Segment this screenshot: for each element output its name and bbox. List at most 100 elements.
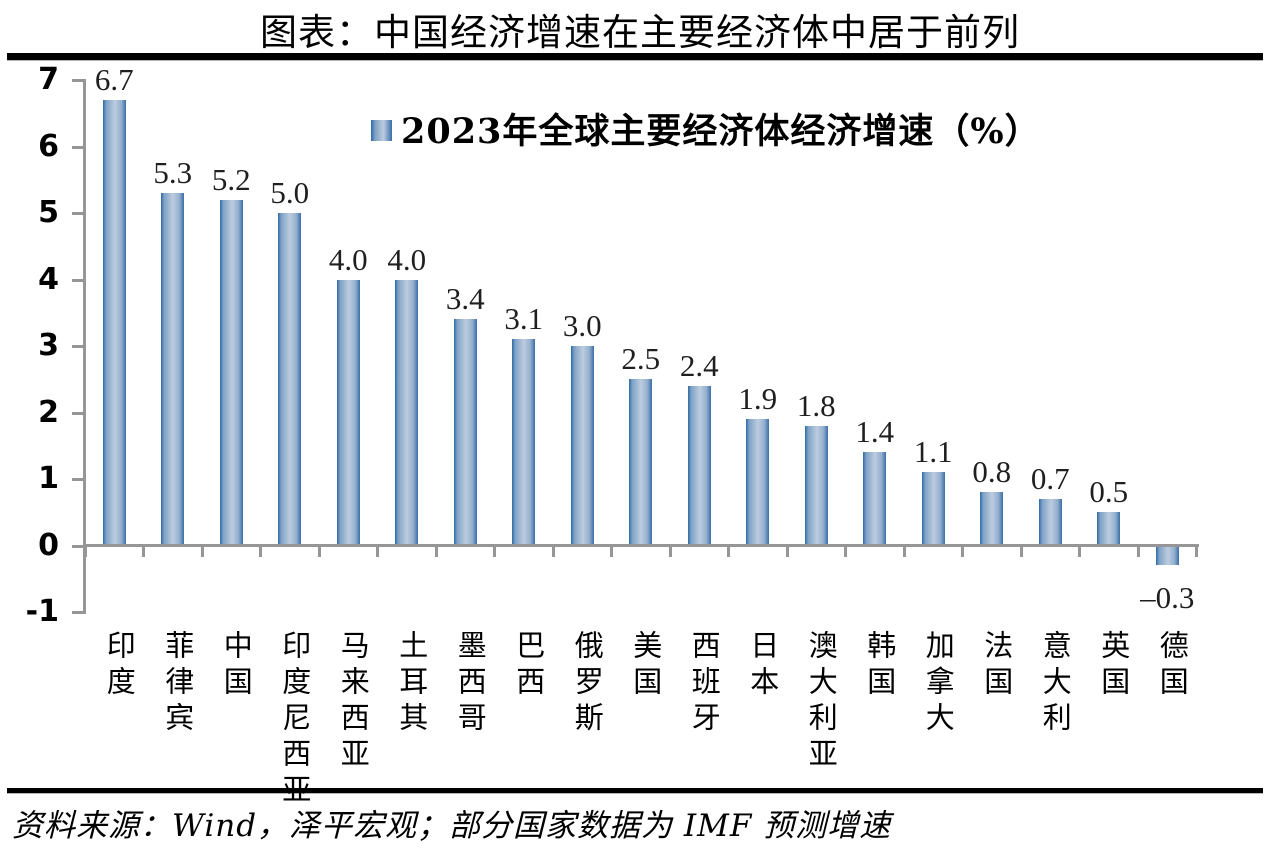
bar <box>629 379 653 546</box>
y-axis-line <box>83 79 86 614</box>
x-axis-tick <box>961 545 964 557</box>
x-axis-tick <box>1195 545 1198 557</box>
y-axis-tick <box>72 79 84 82</box>
bar-value-label: 2.4 <box>679 347 719 383</box>
bottom-divider-rule <box>7 788 1263 793</box>
y-axis-tick-label: 2 <box>38 394 59 430</box>
y-axis-tick-label: 6 <box>38 128 59 164</box>
bar-value-label: 4.0 <box>328 241 368 277</box>
category-label: 德国 <box>1155 630 1190 702</box>
y-axis-tick-label: 3 <box>38 328 59 363</box>
x-axis-tick <box>259 545 262 557</box>
x-axis-tick <box>83 545 87 557</box>
bar-value-label: 1.1 <box>913 434 953 470</box>
bar <box>219 199 243 546</box>
category-label: 西班牙 <box>687 630 722 738</box>
bar-value-label: 5.2 <box>211 161 251 197</box>
x-axis-tick <box>1078 545 1081 557</box>
bar-value-label: 2.5 <box>621 341 661 377</box>
x-axis-tick <box>200 545 204 557</box>
x-axis-tick <box>844 545 847 557</box>
y-axis-tick-label: 7 <box>38 62 59 97</box>
y-axis-tick-label: 5 <box>38 195 59 230</box>
bar-value-label: 0.8 <box>972 454 1012 490</box>
bar-value-label: –0.3 <box>1140 580 1195 616</box>
bar <box>278 213 302 546</box>
bar <box>395 279 419 546</box>
bar <box>863 452 887 546</box>
x-axis-tick <box>551 545 555 557</box>
x-axis-tick <box>142 545 145 557</box>
bar-value-label: 5.3 <box>153 155 193 191</box>
category-label: 中国 <box>219 630 254 702</box>
y-axis-tick <box>72 544 84 548</box>
y-axis-tick <box>72 145 84 149</box>
y-axis-tick <box>72 478 84 481</box>
x-axis-line <box>83 544 1199 547</box>
y-axis-tick-label: 1 <box>38 461 59 496</box>
category-label: 菲律宾 <box>160 630 195 738</box>
category-label: 日本 <box>745 630 780 702</box>
bar <box>102 99 126 546</box>
bar-value-label: 5.0 <box>270 175 310 210</box>
bar <box>512 339 536 546</box>
bar-value-label: 1.8 <box>796 387 836 423</box>
bar-value-label: 3.0 <box>562 308 602 343</box>
y-axis-tick-label: 0 <box>38 527 59 563</box>
bar-value-label: 3.1 <box>504 301 544 337</box>
bar <box>921 472 945 546</box>
category-label: 澳大利亚 <box>804 630 839 774</box>
bar <box>1155 545 1179 566</box>
x-axis-tick <box>317 545 321 557</box>
bar <box>453 319 477 546</box>
bar <box>570 346 594 546</box>
bar <box>1038 498 1062 546</box>
top-divider-rule <box>7 53 1263 60</box>
y-axis-tick <box>72 345 84 348</box>
bar-value-label: 3.4 <box>445 281 485 317</box>
category-label: 马来西亚 <box>336 630 371 774</box>
y-axis-tick <box>72 611 84 614</box>
category-label: 美国 <box>628 630 663 702</box>
bar <box>804 425 828 546</box>
category-label: 法国 <box>979 630 1014 702</box>
category-label: 俄罗斯 <box>570 630 605 738</box>
y-axis-tick <box>72 212 84 215</box>
x-axis-tick <box>493 545 496 557</box>
x-axis-tick <box>1136 545 1140 557</box>
bar <box>1097 512 1121 546</box>
category-label: 意大利 <box>1038 630 1073 738</box>
bar-value-label: 1.4 <box>855 414 895 450</box>
x-axis-tick <box>668 545 672 557</box>
chart-legend: 2023年全球主要经济体经济增速（%） <box>371 103 1041 154</box>
y-axis-tick-label: 4 <box>38 261 59 297</box>
x-axis-tick <box>785 545 789 557</box>
category-label: 墨西哥 <box>453 630 488 738</box>
x-axis-tick <box>1019 545 1023 557</box>
bar-value-label: 1.9 <box>738 381 778 417</box>
category-label: 韩国 <box>862 630 897 702</box>
bar <box>746 419 770 546</box>
x-axis-tick <box>376 545 379 557</box>
category-label: 英国 <box>1096 630 1131 702</box>
page-title: 图表：中国经济增速在主要经济体中居于前列 <box>260 11 1020 54</box>
bar <box>161 193 185 546</box>
x-axis-tick <box>727 545 730 557</box>
source-note: 资料来源：Wind，泽平宏观；部分国家数据为 IMF 预测增速 <box>12 808 892 844</box>
bar <box>687 385 711 546</box>
y-axis-tick <box>72 278 84 282</box>
legend-label: 2023年全球主要经济体经济增速（%） <box>401 111 1041 152</box>
category-label: 土耳其 <box>394 630 429 738</box>
x-axis-tick <box>610 545 613 557</box>
legend-swatch-icon <box>371 120 392 141</box>
category-label: 印度 <box>102 630 137 702</box>
category-label: 巴西 <box>511 630 546 702</box>
y-axis-tick <box>72 411 84 415</box>
bar-value-label: 6.7 <box>94 61 134 97</box>
y-axis-tick-label: -1 <box>25 594 59 629</box>
x-axis-tick <box>434 545 438 557</box>
bar <box>336 279 360 546</box>
bar-value-label: 4.0 <box>387 241 427 277</box>
bar-value-label: 0.7 <box>1030 460 1070 496</box>
